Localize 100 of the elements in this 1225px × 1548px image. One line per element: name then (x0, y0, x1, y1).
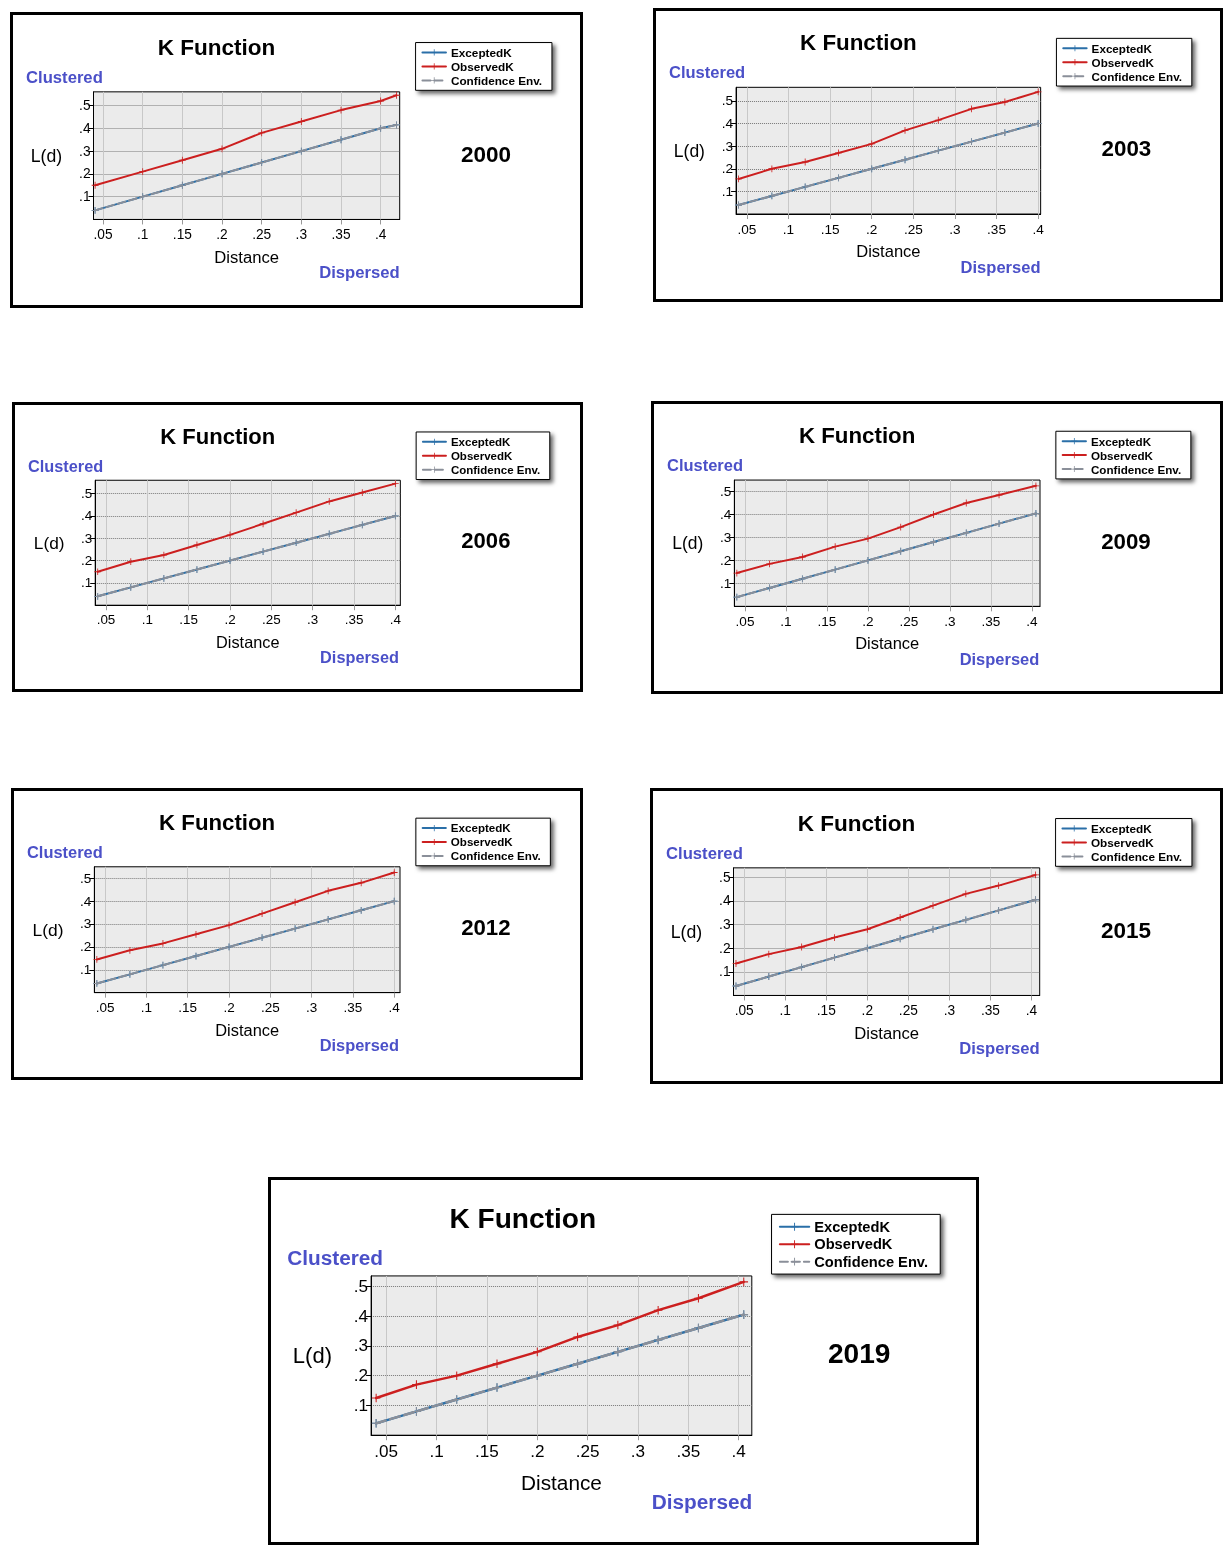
y-tick-label: .4 (79, 120, 91, 136)
y-axis-title: L(d) (670, 921, 703, 942)
legend-label: ExceptedK (814, 1218, 891, 1235)
x-tick-label: .35 (987, 221, 1007, 237)
text: Dispersed (651, 1490, 753, 1514)
text: Clustered (26, 67, 103, 87)
x-axis-title: Distance (214, 247, 279, 267)
x-tick-label: .1 (141, 612, 153, 628)
x-tick-label: .2 (530, 1442, 545, 1462)
x-axis-title: Distance (216, 633, 280, 651)
x-tick-label: .4 (1025, 1002, 1038, 1018)
legend-label: ObservedK (450, 449, 513, 462)
x-tick-label: .05 (93, 226, 113, 242)
legend-label: Confidence Env. (1090, 462, 1182, 476)
y-tick-label: .4 (81, 508, 93, 524)
x-tick-label: .3 (305, 1000, 318, 1016)
y-axis-title: L(d) (673, 140, 705, 161)
y-tick-label: .2 (79, 166, 91, 182)
x-tick-label: .15 (817, 613, 837, 629)
chart-title: K Function (798, 423, 916, 449)
legend-label: ExceptedK (1090, 434, 1152, 448)
text: Dispersed (320, 648, 399, 667)
chart-title: K Function (159, 810, 276, 836)
y-tick-label: .1 (81, 575, 93, 591)
y-tick-label: .3 (721, 138, 734, 154)
y-tick-label: .4 (353, 1306, 369, 1326)
y-tick-label: .3 (81, 530, 93, 546)
legend-label: ExceptedK (1091, 41, 1153, 55)
y-tick-label: .4 (721, 116, 734, 132)
text: 2015 (1100, 917, 1152, 943)
x-axis-title: Distance (521, 1470, 602, 1494)
x-tick-label: .25 (262, 612, 281, 628)
x-tick-label: .35 (676, 1442, 701, 1462)
x-tick-label: .1 (780, 613, 792, 629)
y-tick-label: .3 (79, 143, 91, 159)
x-tick-label: .15 (475, 1442, 499, 1462)
legend-label: ObservedK (1090, 835, 1155, 849)
text: Clustered (667, 456, 743, 475)
x-tick-label: .2 (224, 612, 236, 628)
x-tick-label: .2 (861, 1002, 874, 1018)
x-axis-title: Distance (856, 242, 921, 262)
x-tick-label: .4 (1032, 221, 1045, 237)
x-tick-label: .25 (903, 221, 923, 237)
x-axis-title: Distance (215, 1020, 280, 1039)
y-tick-label: .1 (721, 183, 734, 199)
y-tick-label: .1 (720, 575, 732, 591)
text: Dispersed (319, 263, 400, 283)
chart-title: K Function (160, 424, 276, 450)
x-tick-label: .2 (223, 1000, 235, 1016)
legend-label: ExceptedK (450, 822, 512, 835)
text: Clustered (668, 63, 746, 83)
chart-title: K Function (797, 810, 916, 836)
text: Dispersed (960, 257, 1041, 277)
chart-title: K Function (449, 1203, 597, 1235)
y-tick-label: .3 (719, 917, 731, 933)
x-tick-label: .35 (344, 612, 364, 628)
y-tick-label: .1 (353, 1395, 369, 1415)
x-tick-label: .25 (899, 613, 919, 629)
legend-label: ObservedK (1090, 448, 1154, 462)
x-tick-label: .05 (735, 613, 755, 629)
legend-label: Confidence Env. (1091, 69, 1183, 83)
x-tick-label: .05 (734, 1002, 755, 1018)
x-tick-label: .05 (737, 221, 757, 237)
y-tick-label: .2 (353, 1366, 369, 1386)
y-tick-label: .4 (720, 506, 732, 522)
y-tick-label: .5 (81, 486, 93, 502)
y-tick-label: .4 (80, 893, 92, 909)
x-tick-label: .2 (862, 613, 874, 629)
text: 2000 (460, 141, 512, 167)
x-tick-label: .3 (630, 1442, 646, 1462)
y-tick-label: .2 (719, 940, 731, 956)
text: 2009 (1101, 528, 1151, 554)
x-tick-label: .15 (172, 226, 193, 242)
legend-label: ExceptedK (450, 435, 512, 448)
x-tick-label: .1 (429, 1442, 444, 1462)
x-tick-label: .05 (374, 1442, 399, 1462)
y-tick-label: .5 (719, 869, 731, 885)
y-tick-label: .2 (720, 552, 732, 568)
x-tick-label: .3 (943, 1002, 956, 1018)
legend-label: Confidence Env. (450, 463, 541, 476)
legend-label: ObservedK (814, 1236, 893, 1253)
legend-label: ExceptedK (1090, 821, 1153, 835)
y-axis-title: L(d) (30, 145, 63, 166)
x-tick-label: .15 (178, 1000, 198, 1016)
chart-title: K Function (157, 34, 276, 60)
y-axis-title: L(d) (292, 1343, 332, 1369)
legend-label: ObservedK (1091, 55, 1155, 69)
x-tick-label: .1 (140, 1000, 153, 1016)
text: Clustered (27, 456, 104, 475)
y-tick-label: .5 (721, 93, 734, 109)
x-tick-label: .3 (949, 221, 961, 237)
x-tick-label: .2 (866, 221, 878, 237)
x-tick-label: .3 (307, 612, 319, 628)
legend-label: Confidence Env. (1090, 849, 1183, 863)
x-tick-label: .05 (95, 1000, 115, 1016)
x-tick-label: .4 (388, 1000, 401, 1016)
text: Clustered (666, 843, 743, 863)
x-tick-label: .25 (252, 226, 272, 242)
legend-label: Confidence Env. (450, 849, 541, 862)
x-tick-label: .05 (96, 612, 116, 628)
